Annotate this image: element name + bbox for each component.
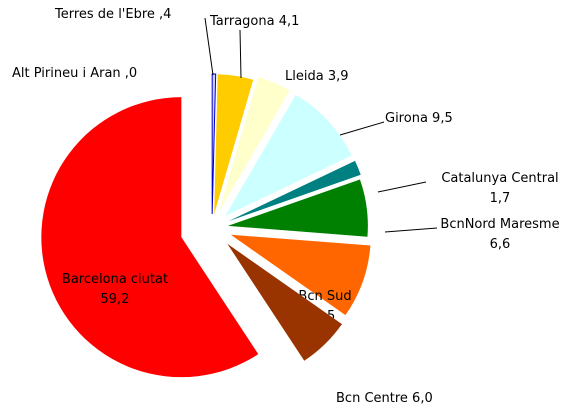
label-name: Girona <box>385 111 428 126</box>
label-value: 1,7 <box>490 191 511 206</box>
pie-slice <box>227 179 368 237</box>
label-name: Terres de l'Ebre <box>54 7 155 22</box>
slice-label: Girona 9,5 <box>385 111 453 126</box>
label-name: Tarragona <box>209 14 275 29</box>
label-name: Bcn Centre <box>336 391 408 406</box>
slice-label: Tarragona 4,1 <box>209 14 299 29</box>
label-value: 3,9 <box>328 69 349 84</box>
pie-slice <box>41 97 259 378</box>
slice-label: Catalunya Central 1,7 <box>441 171 558 206</box>
pie-slice <box>211 73 217 215</box>
label-name: Alt Pirineu i Aran <box>12 66 121 81</box>
slice-label: BcnNord Maresme 6,6 <box>440 217 559 252</box>
label-name: Lleida <box>285 69 324 84</box>
label-value: ,0 <box>125 66 137 81</box>
pie-slice <box>230 234 371 316</box>
slice-label: Barcelona ciutat 59,2 <box>62 272 168 307</box>
slice-label: Bcn Centre 6,0 <box>336 391 433 406</box>
label-value: 59,2 <box>101 292 130 307</box>
slice-label: Alt Pirineu i Aran ,0 <box>12 66 137 81</box>
pie-slice <box>214 74 254 215</box>
label-name: Catalunya Central <box>441 171 558 186</box>
slice-label: Terres de l'Ebre ,4 <box>54 7 171 22</box>
leader-line <box>239 29 242 79</box>
label-value: 6,0 <box>412 391 433 406</box>
leader-line <box>204 17 214 76</box>
leader-line <box>377 181 427 193</box>
pie-slice <box>228 160 361 222</box>
leader-line <box>339 121 385 136</box>
leader-line <box>384 227 438 233</box>
pie-slice <box>225 94 352 216</box>
pie-slice <box>219 77 290 212</box>
label-value: 6,6 <box>490 237 511 252</box>
label-value: 9,5 <box>432 111 453 126</box>
label-name: BcnNord Maresme <box>440 217 559 232</box>
slice-label: Lleida 3,9 <box>285 69 349 84</box>
label-value: ,4 <box>159 7 171 22</box>
label-name: Barcelona ciutat <box>62 272 168 287</box>
label-value: 4,1 <box>279 14 300 29</box>
label-name: Bcn Sud <box>298 289 351 304</box>
pie-slice <box>227 243 342 361</box>
